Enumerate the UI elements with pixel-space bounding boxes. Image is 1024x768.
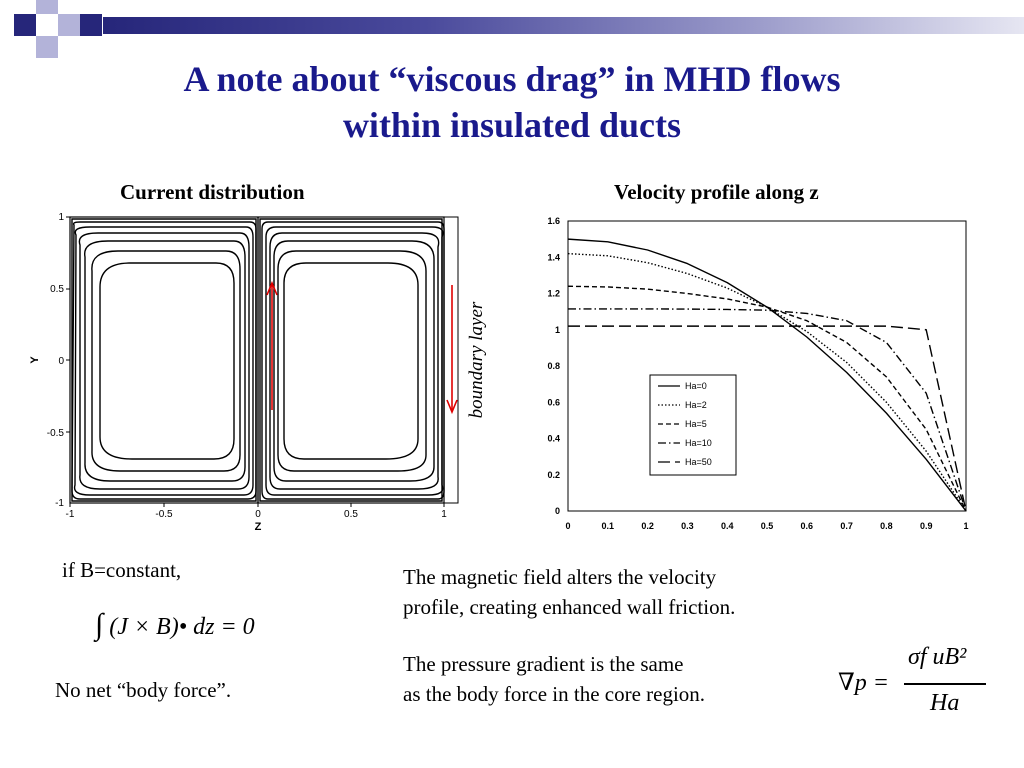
magnetic-field-text: The magnetic field alters the velocity p… <box>403 562 735 622</box>
x-tick-label: 0.7 <box>840 521 853 531</box>
decor-square-1 <box>14 14 36 36</box>
x-tick-label: 0 <box>565 521 570 531</box>
title-line-2: within insulated ducts <box>342 105 682 145</box>
decor-square-3 <box>58 14 80 36</box>
series-line-ha-2 <box>567 252 967 512</box>
y-tick-label: -1 <box>55 498 64 509</box>
x-axis-label: Z <box>255 521 262 533</box>
velocity-profile-chart: 0 0.1 0.2 0.3 0.4 0.5 0.6 0.7 0.8 0.9 1 0 0.2 0.4 0.6 0… <box>547 216 968 531</box>
current-down-arrow <box>446 285 458 415</box>
y-tick-label: 0.4 <box>547 434 560 444</box>
legend-label: Ha=50 <box>685 457 712 467</box>
series-line-ha-0 <box>567 238 967 512</box>
decor-square-4 <box>36 36 58 58</box>
decor-square-5 <box>80 14 102 36</box>
pressure-line-1: The pressure gradient is the same <box>403 652 684 676</box>
x-tick-label: 0.5 <box>344 509 358 520</box>
y-tick-label: 0.8 <box>547 361 560 371</box>
x-tick-label: 0.2 <box>641 521 654 531</box>
y-tick-label: 0.6 <box>547 397 560 407</box>
y-tick-label: 1.4 <box>547 252 560 262</box>
legend-label: Ha=0 <box>685 381 707 391</box>
equation-denominator: Ha <box>930 690 960 716</box>
x-tick-label: 1 <box>963 521 968 531</box>
y-tick-label: 1 <box>555 325 560 335</box>
y-tick-label: -0.5 <box>47 428 65 439</box>
velocity-profile-heading: Velocity profile along z <box>614 180 819 204</box>
legend-label: Ha=2 <box>685 400 707 410</box>
chart-frame <box>567 220 967 512</box>
series-line-ha-5 <box>567 285 967 512</box>
y-tick-label: 1 <box>58 212 64 223</box>
no-net-body-force-text: No net “body force”. <box>55 678 232 702</box>
decor-gradient-bar <box>103 17 1024 34</box>
current-distribution-heading: Current distribution <box>120 180 305 204</box>
y-tick-label: 0 <box>555 506 560 516</box>
slide-title: A note about “viscous drag” in MHD flows… <box>30 56 994 148</box>
x-tick-label: 0.9 <box>920 521 933 531</box>
boundary-layer-label: boundary layer <box>466 301 487 418</box>
y-tick-label: 1.2 <box>547 289 560 299</box>
magnetic-line-1: The magnetic field alters the velocity <box>403 565 717 589</box>
boundary-layer-bracket <box>444 216 459 504</box>
legend-label: Ha=10 <box>685 438 712 448</box>
series-line-ha-50 <box>568 325 967 512</box>
magnetic-line-2: profile, creating enhanced wall friction… <box>403 595 736 619</box>
pressure-line-2: as the body force in the core region. <box>403 682 706 706</box>
x-tick-label: 0.4 <box>721 521 734 531</box>
fraction-bar <box>904 683 986 685</box>
x-tick-label: -1 <box>66 509 75 520</box>
decor-square-2 <box>36 0 58 14</box>
x-tick-label: 0.8 <box>880 521 893 531</box>
x-tick-label: 0.1 <box>602 521 615 531</box>
series-line-ha-10 <box>568 308 967 512</box>
y-tick-label: 0 <box>58 356 64 367</box>
pressure-gradient-text: The pressure gradient is the same as the… <box>403 649 705 709</box>
current-up-arrow <box>266 280 278 410</box>
x-tick-label: 0.5 <box>761 521 774 531</box>
integral-sign: ∫ <box>95 608 104 641</box>
x-tick-label: 0.3 <box>681 521 694 531</box>
y-tick-label: 0.2 <box>547 470 560 480</box>
equation-lhs: ∇p = <box>838 670 889 696</box>
y-axis-label: Y <box>29 356 41 364</box>
y-tick-label: 1.6 <box>547 216 560 226</box>
current-distribution-plot: 1 0.5 0 -0.5 -1 -1 -0.5 0 0.5 1 Z Y boun… <box>29 212 487 533</box>
current-contours-right <box>259 218 445 502</box>
y-tick-label: 0.5 <box>50 284 64 295</box>
chart-legend <box>649 374 737 476</box>
x-tick-label: 1 <box>441 509 447 520</box>
pressure-gradient-equation: ∇p = σf uB² Ha <box>838 642 998 722</box>
plot-frame <box>69 216 445 504</box>
x-tick-label: 0 <box>255 509 261 520</box>
legend-label: Ha=5 <box>685 419 707 429</box>
current-contours-left <box>71 218 257 502</box>
equation-numerator: σf uB² <box>908 644 967 670</box>
zero-net-force-equation: ∫ (J × B)• dz = 0 <box>95 608 255 642</box>
x-tick-label: 0.6 <box>801 521 814 531</box>
title-line-1: A note about “viscous drag” in MHD flows <box>183 59 841 99</box>
x-tick-label: -0.5 <box>155 509 173 520</box>
if-b-constant-text: if B=constant, <box>62 558 182 582</box>
equation-body: (J × B)• dz = 0 <box>109 614 255 640</box>
